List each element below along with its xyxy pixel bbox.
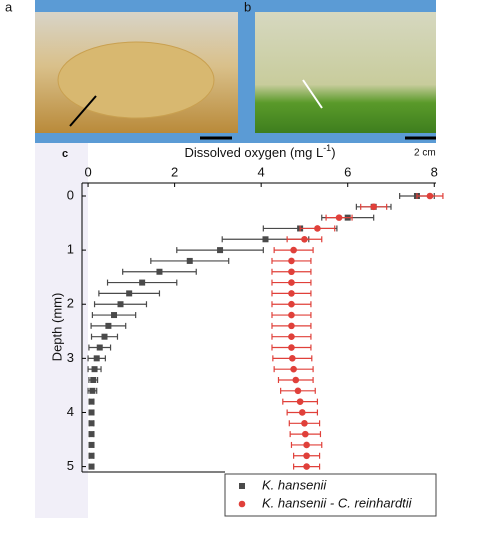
y-tick-label: 1 — [67, 242, 74, 257]
side-band — [35, 143, 88, 518]
point — [335, 214, 343, 221]
point — [426, 192, 434, 200]
point — [294, 387, 302, 395]
y-tick-label: 4 — [67, 404, 74, 419]
point — [156, 268, 163, 275]
point — [296, 398, 304, 405]
point — [262, 236, 269, 243]
point — [88, 420, 95, 427]
x-axis-label-sup: -1 — [323, 143, 331, 153]
x-tick-label: 4 — [258, 164, 265, 179]
x-axis-label: Dissolved oxygen (mg L-1) — [184, 143, 335, 160]
y-tick-label: 2 — [67, 296, 74, 311]
point — [303, 463, 310, 470]
point — [288, 333, 295, 341]
arrow — [302, 79, 323, 109]
point — [288, 268, 295, 276]
point — [88, 398, 95, 405]
panel-label: c — [62, 148, 68, 160]
point — [93, 355, 100, 362]
point — [101, 333, 108, 340]
panel-label: b — [244, 0, 251, 14]
point — [288, 279, 295, 286]
legend-marker — [239, 483, 245, 489]
flask-culture — [57, 41, 215, 119]
point — [288, 300, 295, 308]
point — [292, 376, 300, 384]
x-tick-label: 6 — [344, 164, 351, 179]
point — [126, 290, 133, 297]
point — [90, 376, 97, 383]
legend — [224, 473, 437, 517]
x-tick-label: 0 — [84, 164, 91, 179]
x-axis-label-end: ) — [331, 145, 335, 160]
point — [88, 452, 95, 459]
x-tick-label: 8 — [431, 164, 438, 179]
photo-b — [255, 12, 436, 133]
point — [303, 441, 310, 449]
point — [88, 431, 95, 438]
point — [290, 365, 297, 373]
point — [301, 419, 308, 427]
point — [89, 387, 96, 394]
arrow — [69, 95, 97, 127]
y-tick-label: 3 — [67, 350, 74, 365]
point — [88, 441, 95, 448]
point — [288, 322, 295, 330]
point — [298, 409, 306, 416]
point — [288, 290, 295, 297]
point — [301, 235, 308, 243]
x-axis-label-text: Dissolved oxygen (mg L — [184, 145, 323, 160]
legend-marker — [238, 500, 246, 508]
point — [88, 409, 95, 416]
legend-label: K. hansenii - C. reinhardtii — [262, 495, 413, 510]
point — [139, 279, 146, 286]
point — [88, 463, 95, 470]
point — [288, 344, 295, 351]
y-tick-label: 5 — [67, 458, 74, 473]
point — [288, 257, 295, 265]
point — [117, 301, 124, 308]
point — [289, 355, 296, 362]
point — [91, 366, 98, 373]
point — [105, 322, 112, 329]
x-tick-label: 2 — [171, 164, 178, 179]
point — [288, 311, 295, 319]
point — [302, 430, 309, 438]
point — [96, 344, 103, 351]
point — [303, 452, 310, 460]
legend-label: K. hansenii — [262, 477, 327, 492]
y-axis-label: Depth (mm) — [49, 293, 64, 362]
y-tick-label: 0 — [67, 187, 74, 202]
point — [217, 247, 224, 254]
point — [314, 225, 321, 232]
panel-label: a — [5, 0, 13, 14]
point — [290, 246, 297, 254]
point — [370, 203, 377, 211]
scale-label: 2 cm — [414, 148, 436, 159]
point — [111, 312, 118, 319]
point — [186, 257, 193, 264]
